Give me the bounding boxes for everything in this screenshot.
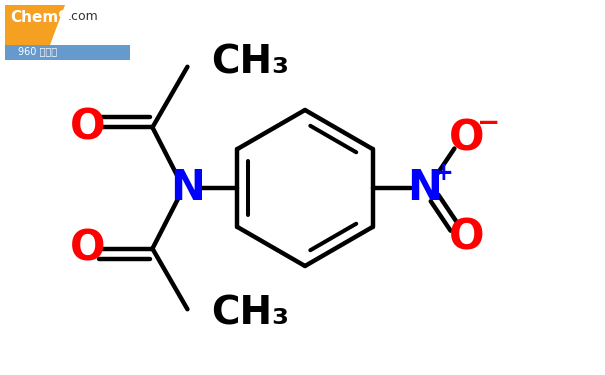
Text: N: N <box>407 167 442 209</box>
Text: O: O <box>70 106 105 148</box>
Text: CH₃: CH₃ <box>212 294 290 332</box>
Text: O: O <box>449 216 484 258</box>
Polygon shape <box>5 5 65 45</box>
Text: N: N <box>170 167 205 209</box>
Text: Chem960: Chem960 <box>10 10 90 25</box>
Text: O: O <box>449 117 484 159</box>
Text: +: + <box>434 161 453 185</box>
Text: CH₃: CH₃ <box>212 44 290 82</box>
Text: .com: .com <box>68 10 99 23</box>
Text: −: − <box>477 108 500 136</box>
Polygon shape <box>5 45 130 60</box>
Text: O: O <box>70 228 105 270</box>
Text: 960 化工网: 960 化工网 <box>18 46 57 56</box>
